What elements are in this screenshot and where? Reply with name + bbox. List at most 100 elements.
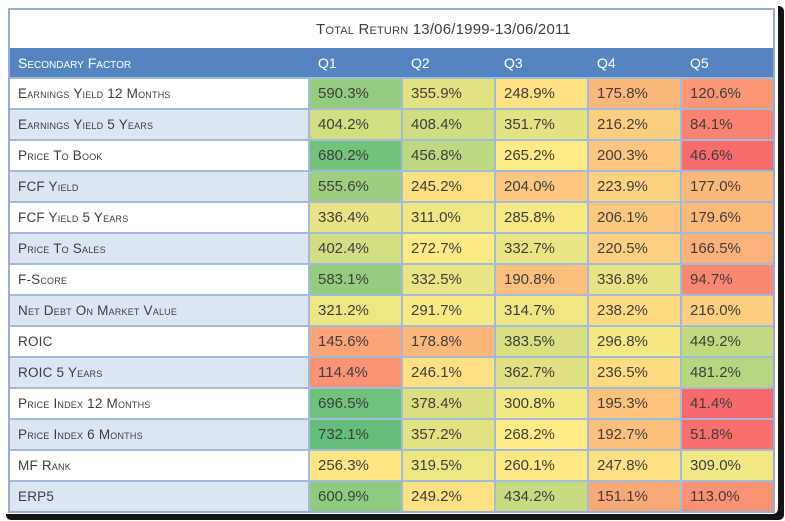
value-cell-q2[interactable]: 332.5% — [401, 265, 494, 294]
value-cell-q2[interactable]: 291.7% — [401, 296, 494, 325]
factor-cell[interactable]: Net Debt On Market Value — [10, 296, 308, 325]
value-cell-q3[interactable]: 383.5% — [494, 327, 587, 356]
value-cell-q3[interactable]: 204.0% — [494, 172, 587, 201]
value-cell-q2[interactable]: 319.5% — [401, 451, 494, 480]
value-cell-q2[interactable]: 272.7% — [401, 234, 494, 263]
factor-cell[interactable]: Earnings Yield 5 Years — [10, 110, 308, 139]
value-cell-q2[interactable]: 355.9% — [401, 79, 494, 108]
value-cell-q2[interactable]: 249.2% — [401, 482, 494, 511]
value-cell-q5[interactable]: 481.2% — [680, 358, 773, 387]
value-cell-q2[interactable]: 357.2% — [401, 420, 494, 449]
column-header-q3[interactable]: Q3 — [504, 54, 523, 71]
table-title: Total Return 13/06/1999-13/06/2011 — [316, 20, 571, 38]
value-cell-q5[interactable]: 449.2% — [680, 327, 773, 356]
header-row: Secondary Factor Q1 Q2 Q3 Q4 Q5 — [10, 48, 773, 77]
value-cell-q5[interactable]: 113.0% — [680, 482, 773, 511]
value-cell-q4[interactable]: 236.5% — [587, 358, 680, 387]
value-cell-q1[interactable]: 600.9% — [308, 482, 401, 511]
value-cell-q2[interactable]: 245.2% — [401, 172, 494, 201]
title-row: Total Return 13/06/1999-13/06/2011 — [10, 10, 773, 48]
value-cell-q2[interactable]: 311.0% — [401, 203, 494, 232]
value-cell-q3[interactable]: 285.8% — [494, 203, 587, 232]
table-row: Price Index 6 Months 732.1% 357.2% 268.2% 19… — [10, 418, 773, 449]
value-cell-q4[interactable]: 296.8% — [587, 327, 680, 356]
column-header-q2[interactable]: Q2 — [411, 54, 430, 71]
factor-cell[interactable]: Earnings Yield 12 Months — [10, 79, 308, 108]
value-cell-q3[interactable]: 190.8% — [494, 265, 587, 294]
value-cell-q2[interactable]: 378.4% — [401, 389, 494, 418]
value-cell-q2[interactable]: 408.4% — [401, 110, 494, 139]
value-cell-q4[interactable]: 223.9% — [587, 172, 680, 201]
value-cell-q1[interactable]: 680.2% — [308, 141, 401, 170]
value-cell-q2[interactable]: 178.8% — [401, 327, 494, 356]
value-cell-q4[interactable]: 200.3% — [587, 141, 680, 170]
table-row: ROIC 145.6% 178.8% 383.5% 296.8% 449.2% — [10, 325, 773, 356]
value-cell-q3[interactable]: 351.7% — [494, 110, 587, 139]
value-cell-q4[interactable]: 238.2% — [587, 296, 680, 325]
value-cell-q5[interactable]: 179.6% — [680, 203, 773, 232]
factor-cell[interactable]: Price Index 12 Months — [10, 389, 308, 418]
value-cell-q3[interactable]: 332.7% — [494, 234, 587, 263]
value-cell-q5[interactable]: 84.1% — [680, 110, 773, 139]
value-cell-q3[interactable]: 260.1% — [494, 451, 587, 480]
value-cell-q1[interactable]: 404.2% — [308, 110, 401, 139]
value-cell-q1[interactable]: 583.1% — [308, 265, 401, 294]
value-cell-q5[interactable]: 309.0% — [680, 451, 773, 480]
value-cell-q3[interactable]: 300.8% — [494, 389, 587, 418]
value-cell-q3[interactable]: 362.7% — [494, 358, 587, 387]
value-cell-q5[interactable]: 177.0% — [680, 172, 773, 201]
factor-cell[interactable]: Price To Book — [10, 141, 308, 170]
value-cell-q4[interactable]: 216.2% — [587, 110, 680, 139]
value-cell-q4[interactable]: 206.1% — [587, 203, 680, 232]
value-cell-q3[interactable]: 268.2% — [494, 420, 587, 449]
column-header-q4[interactable]: Q4 — [597, 54, 616, 71]
value-cell-q5[interactable]: 216.0% — [680, 296, 773, 325]
value-cell-q1[interactable]: 590.3% — [308, 79, 401, 108]
value-cell-q3[interactable]: 314.7% — [494, 296, 587, 325]
value-cell-q4[interactable]: 247.8% — [587, 451, 680, 480]
value-cell-q1[interactable]: 555.6% — [308, 172, 401, 201]
value-cell-q4[interactable]: 220.5% — [587, 234, 680, 263]
factor-cell[interactable]: ERP5 — [10, 482, 308, 511]
value-cell-q1[interactable]: 256.3% — [308, 451, 401, 480]
table-row: Net Debt On Market Value 321.2% 291.7% 314.… — [10, 294, 773, 325]
value-cell-q1[interactable]: 732.1% — [308, 420, 401, 449]
table-row: Price To Sales 402.4% 272.7% 332.7% 220.5% 16… — [10, 232, 773, 263]
value-cell-q5[interactable]: 166.5% — [680, 234, 773, 263]
value-cell-q1[interactable]: 402.4% — [308, 234, 401, 263]
factor-cell[interactable]: F-Score — [10, 265, 308, 294]
factor-cell[interactable]: FCF Yield 5 Years — [10, 203, 308, 232]
value-cell-q5[interactable]: 46.6% — [680, 141, 773, 170]
value-cell-q3[interactable]: 248.9% — [494, 79, 587, 108]
value-cell-q5[interactable]: 94.7% — [680, 265, 773, 294]
value-cell-q4[interactable]: 195.3% — [587, 389, 680, 418]
column-header-factor[interactable]: Secondary Factor — [18, 54, 132, 71]
value-cell-q5[interactable]: 120.6% — [680, 79, 773, 108]
value-cell-q2[interactable]: 456.8% — [401, 141, 494, 170]
value-cell-q1[interactable]: 336.4% — [308, 203, 401, 232]
column-header-q1[interactable]: Q1 — [318, 54, 337, 71]
factor-cell[interactable]: ROIC — [10, 327, 308, 356]
table-row: Earnings Yield 5 Years 404.2% 408.4% 351.7%… — [10, 108, 773, 139]
value-cell-q3[interactable]: 265.2% — [494, 141, 587, 170]
value-cell-q4[interactable]: 151.1% — [587, 482, 680, 511]
value-cell-q1[interactable]: 145.6% — [308, 327, 401, 356]
table-row: ERP5 600.9% 249.2% 434.2% 151.1% 113.0% — [10, 480, 773, 511]
value-cell-q5[interactable]: 41.4% — [680, 389, 773, 418]
factor-cell[interactable]: ROIC 5 Years — [10, 358, 308, 387]
factor-cell[interactable]: Price To Sales — [10, 234, 308, 263]
table-row: FCF Yield 555.6% 245.2% 204.0% 223.9% 177.0% — [10, 170, 773, 201]
value-cell-q4[interactable]: 192.7% — [587, 420, 680, 449]
value-cell-q1[interactable]: 696.5% — [308, 389, 401, 418]
value-cell-q4[interactable]: 175.8% — [587, 79, 680, 108]
column-header-q5[interactable]: Q5 — [690, 54, 709, 71]
value-cell-q4[interactable]: 336.8% — [587, 265, 680, 294]
factor-cell[interactable]: MF Rank — [10, 451, 308, 480]
factor-cell[interactable]: Price Index 6 Months — [10, 420, 308, 449]
factor-cell[interactable]: FCF Yield — [10, 172, 308, 201]
value-cell-q1[interactable]: 114.4% — [308, 358, 401, 387]
value-cell-q1[interactable]: 321.2% — [308, 296, 401, 325]
value-cell-q3[interactable]: 434.2% — [494, 482, 587, 511]
value-cell-q2[interactable]: 246.1% — [401, 358, 494, 387]
value-cell-q5[interactable]: 51.8% — [680, 420, 773, 449]
